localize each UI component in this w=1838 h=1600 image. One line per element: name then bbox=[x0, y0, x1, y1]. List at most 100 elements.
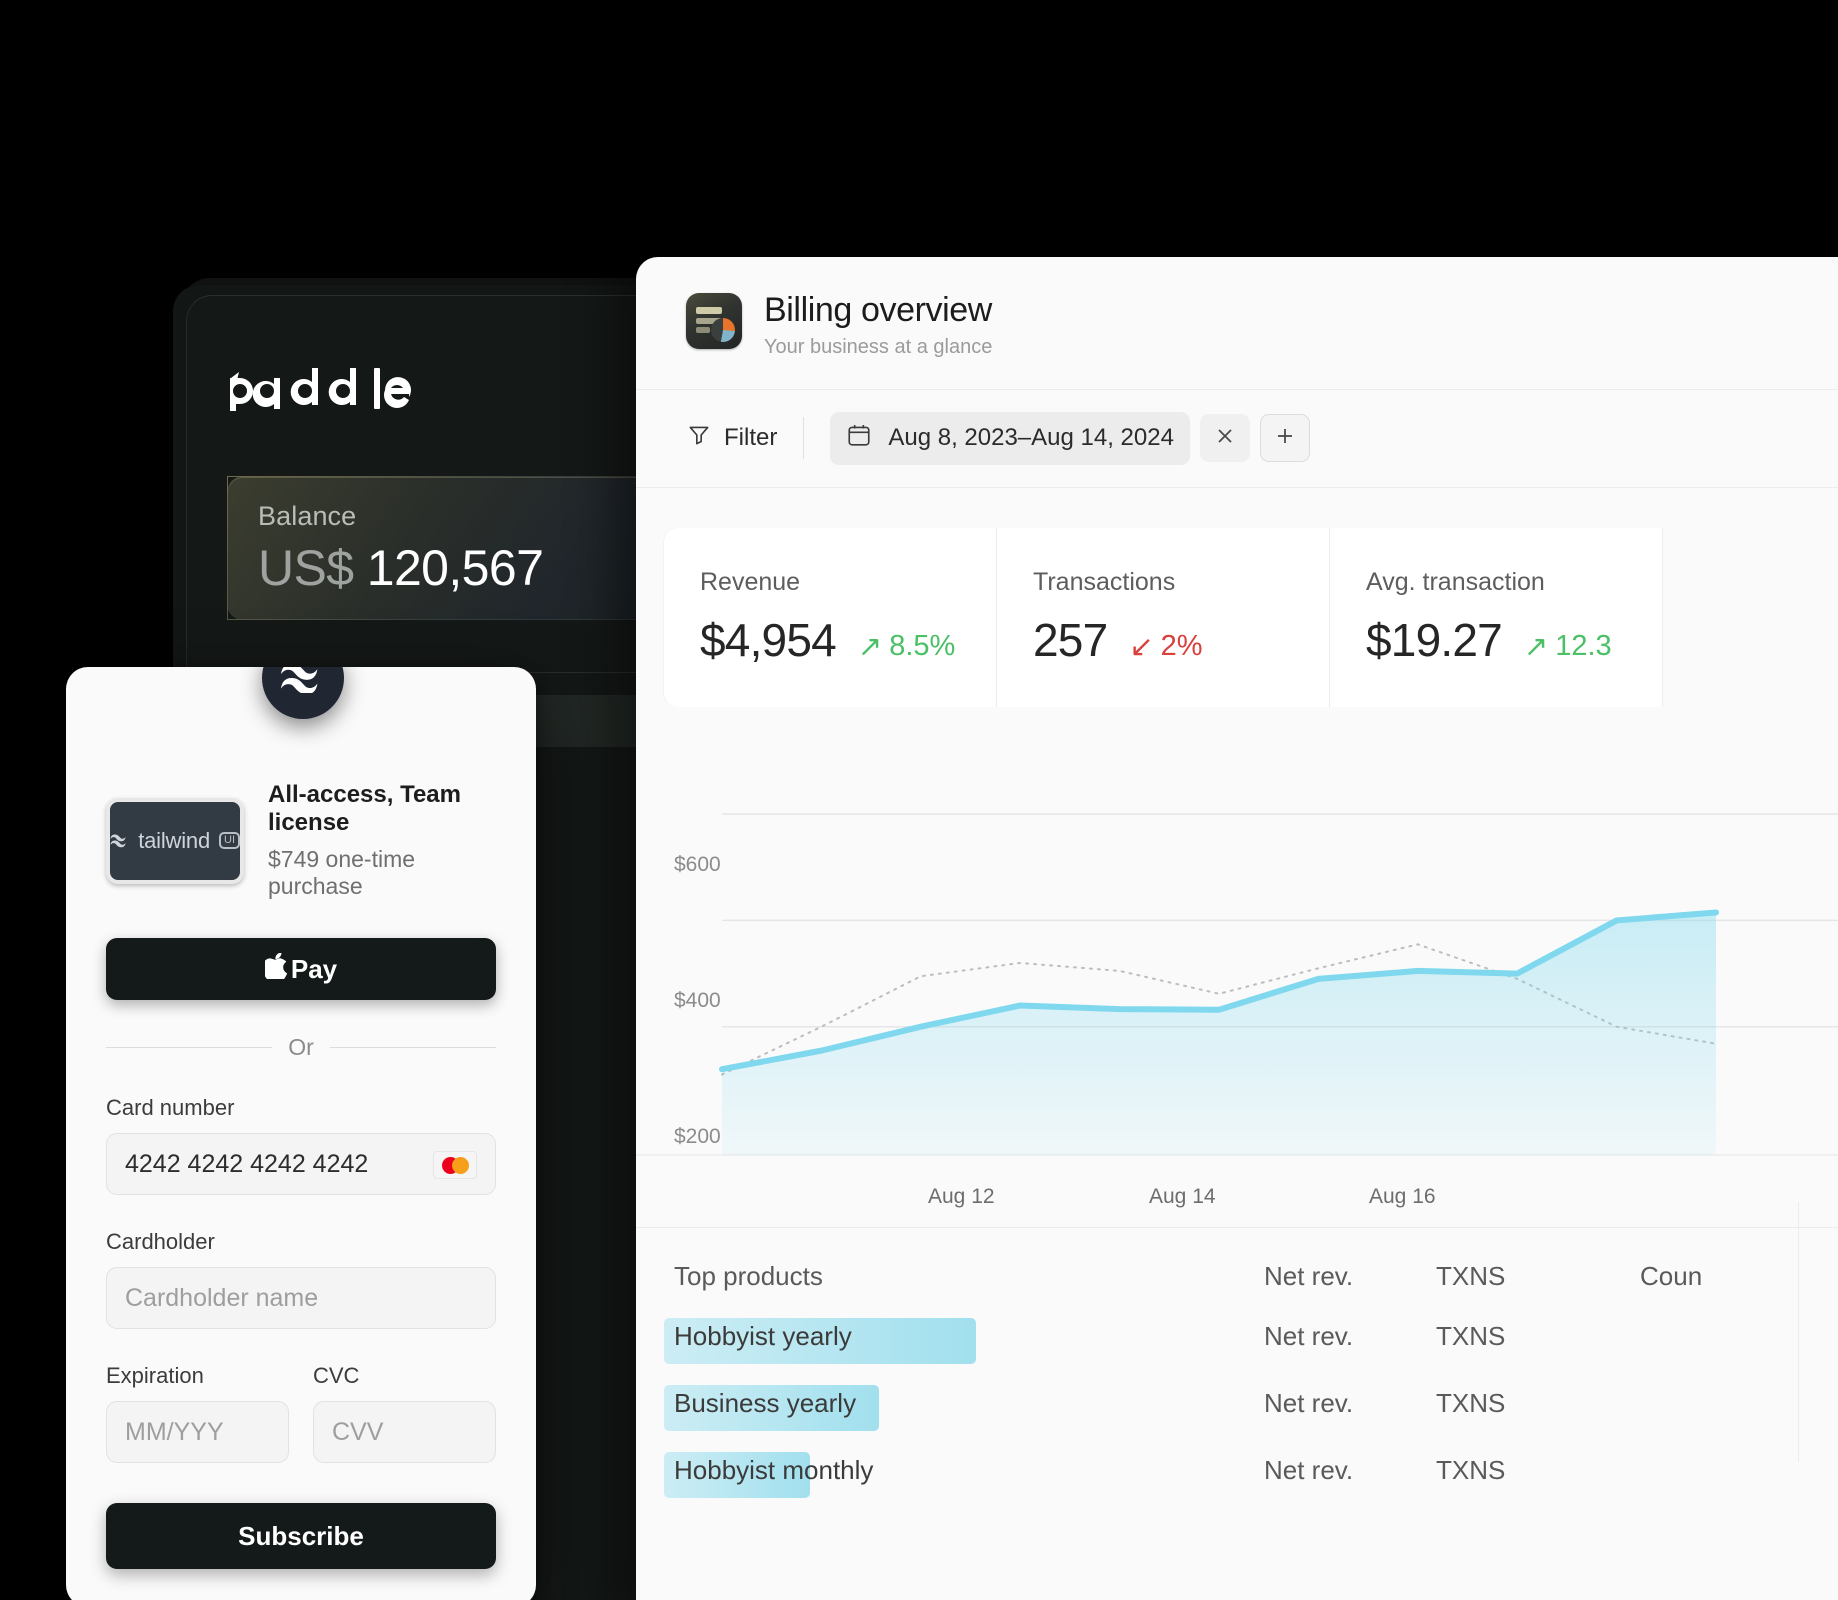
value-bar bbox=[664, 1452, 810, 1499]
balance-currency: US$ bbox=[258, 540, 354, 596]
metric-card-transactions[interactable]: Transactions 257 ↙ 2% bbox=[997, 527, 1330, 707]
revenue-chart[interactable]: $600 $400 $200 Aug 12 Aug 14 Aug 16 bbox=[636, 753, 1838, 1213]
checkout-card: tailwind UI All-access, Team license $74… bbox=[66, 667, 536, 1600]
apple-pay-label: Pay bbox=[290, 953, 338, 984]
metric-delta-value: 2% bbox=[1160, 629, 1203, 662]
cardholder-placeholder: Cardholder name bbox=[125, 1283, 319, 1312]
card-logo-text: tailwind bbox=[138, 827, 210, 853]
card-number-label: Card number bbox=[106, 1095, 235, 1120]
card-logo-suffix: UI bbox=[219, 832, 240, 849]
card-number-field[interactable]: 4242 4242 4242 4242 bbox=[106, 1133, 496, 1195]
column-header-country: Coun bbox=[1640, 1261, 1703, 1292]
expiration-field[interactable]: MM/YYY bbox=[106, 1401, 289, 1463]
arrow-up-right-icon: ↗ bbox=[857, 630, 883, 663]
page-title: Billing overview bbox=[764, 291, 992, 329]
x-axis-tick: Aug 14 bbox=[1149, 1184, 1216, 1208]
date-range-chip[interactable]: Aug 8, 2023–Aug 14, 2024 bbox=[830, 411, 1190, 465]
product-name: Hobbyist yearly bbox=[674, 1321, 852, 1352]
arrow-up-right-icon: ↗ bbox=[1523, 630, 1549, 663]
column-header-net-rev: Net rev. bbox=[1264, 1261, 1354, 1292]
y-axis-tick: $600 bbox=[674, 852, 721, 876]
table-row[interactable]: Business yearly Net rev. TXNS bbox=[664, 1381, 1838, 1432]
calendar-icon bbox=[846, 422, 872, 455]
cardholder-label: Cardholder bbox=[106, 1229, 215, 1254]
metric-delta-value: 8.5% bbox=[889, 629, 956, 662]
date-range-label: Aug 8, 2023–Aug 14, 2024 bbox=[888, 424, 1174, 452]
cardholder-field[interactable]: Cardholder name bbox=[106, 1267, 496, 1329]
add-filter-button[interactable] bbox=[1259, 414, 1310, 463]
chart-divider bbox=[636, 1226, 1838, 1228]
balance-card[interactable]: Balance US$ 120,567 bbox=[227, 476, 685, 620]
header-divider bbox=[636, 388, 1838, 390]
table-header-row: Top products Net rev. TXNS Coun bbox=[664, 1254, 1838, 1300]
status-badge: ↗ 8.5% bbox=[858, 629, 955, 664]
balance-amount: 120,567 bbox=[366, 540, 544, 596]
card-number-value: 4242 4242 4242 4242 bbox=[125, 1149, 369, 1178]
billing-overview-panel: Billing overview Your business at a glan… bbox=[636, 257, 1838, 1600]
mastercard-icon bbox=[433, 1151, 477, 1179]
txns-value: TXNS bbox=[1436, 1321, 1506, 1352]
metric-delta-value: 12.3 bbox=[1555, 629, 1612, 662]
page-subtitle: Your business at a glance bbox=[764, 335, 993, 358]
billing-app-icon bbox=[686, 293, 742, 349]
column-header-products: Top products bbox=[674, 1261, 823, 1292]
metric-label: Avg. transaction bbox=[1366, 567, 1545, 596]
expiration-label: Expiration bbox=[106, 1363, 204, 1388]
toolbar-divider bbox=[636, 486, 1838, 488]
table-row[interactable]: Hobbyist yearly Net rev. TXNS bbox=[664, 1314, 1838, 1365]
metric-card-avg-transaction[interactable]: Avg. transaction $19.27 ↗ 12.3 bbox=[1330, 527, 1663, 707]
cvc-field[interactable]: CVV bbox=[313, 1401, 496, 1463]
product-name: Business yearly bbox=[674, 1388, 857, 1419]
x-axis-tick: Aug 12 bbox=[928, 1184, 995, 1208]
tailwind-logo-icon bbox=[262, 667, 344, 719]
top-products-table: Top products Net rev. TXNS Coun Hobbyist… bbox=[636, 1201, 1838, 1499]
apple-pay-button[interactable]: Pay bbox=[106, 938, 496, 1000]
metric-value: $19.27 bbox=[1366, 613, 1503, 666]
toolbar-separator bbox=[803, 417, 805, 460]
net-rev-value: Net rev. bbox=[1264, 1321, 1354, 1352]
metric-label: Transactions bbox=[1033, 567, 1176, 596]
y-axis-tick: $200 bbox=[674, 1124, 721, 1148]
subscribe-button[interactable]: Subscribe bbox=[106, 1503, 496, 1569]
net-rev-value: Net rev. bbox=[1264, 1455, 1354, 1486]
paddle-logo-icon[interactable] bbox=[227, 366, 437, 412]
product-summary: tailwind UI All-access, Team license $74… bbox=[106, 667, 496, 900]
table-row[interactable]: Hobbyist monthly Net rev. TXNS bbox=[664, 1448, 1838, 1499]
cvc-label: CVC bbox=[313, 1363, 360, 1388]
subscribe-label: Subscribe bbox=[238, 1520, 364, 1551]
value-bar bbox=[664, 1385, 879, 1432]
column-header-txns: TXNS bbox=[1436, 1261, 1506, 1292]
table-column-separator bbox=[1798, 1201, 1799, 1462]
value-bar bbox=[664, 1318, 976, 1365]
net-rev-value: Net rev. bbox=[1264, 1388, 1354, 1419]
apple-logo-icon bbox=[262, 951, 287, 986]
metric-value: 257 bbox=[1033, 613, 1108, 666]
balance-label: Balance bbox=[258, 501, 357, 531]
filter-toolbar: Filter Aug 8, 2023–Aug 14, 2024 bbox=[636, 390, 1838, 487]
dashboard-header: Billing overview Your business at a glan… bbox=[636, 257, 1838, 359]
clear-filter-button[interactable] bbox=[1199, 414, 1250, 463]
status-badge: ↗ 12.3 bbox=[1524, 629, 1612, 664]
product-price: $749 one-time purchase bbox=[268, 846, 416, 899]
filter-button[interactable]: Filter bbox=[686, 422, 803, 455]
tailwind-ui-card-icon: tailwind UI bbox=[106, 797, 244, 884]
metric-label: Revenue bbox=[700, 567, 801, 596]
metric-card-revenue[interactable]: Revenue $4,954 ↗ 8.5% bbox=[664, 527, 997, 707]
txns-value: TXNS bbox=[1436, 1388, 1506, 1419]
plus-icon bbox=[1273, 424, 1297, 453]
chart-canvas bbox=[636, 813, 1838, 1156]
product-title: All-access, Team license bbox=[268, 781, 461, 836]
product-name: Hobbyist monthly bbox=[674, 1455, 874, 1486]
status-badge: ↙ 2% bbox=[1129, 629, 1202, 664]
y-axis-tick: $400 bbox=[674, 988, 721, 1012]
arrow-down-left-icon: ↙ bbox=[1129, 630, 1154, 663]
or-divider: Or bbox=[106, 1034, 496, 1061]
filter-label: Filter bbox=[724, 424, 778, 452]
sidebar-header bbox=[227, 360, 703, 418]
cvc-placeholder: CVV bbox=[332, 1417, 384, 1446]
metric-value: $4,954 bbox=[700, 613, 837, 666]
close-icon bbox=[1213, 424, 1237, 453]
or-label: Or bbox=[288, 1034, 314, 1060]
x-axis-tick: Aug 16 bbox=[1369, 1184, 1436, 1208]
